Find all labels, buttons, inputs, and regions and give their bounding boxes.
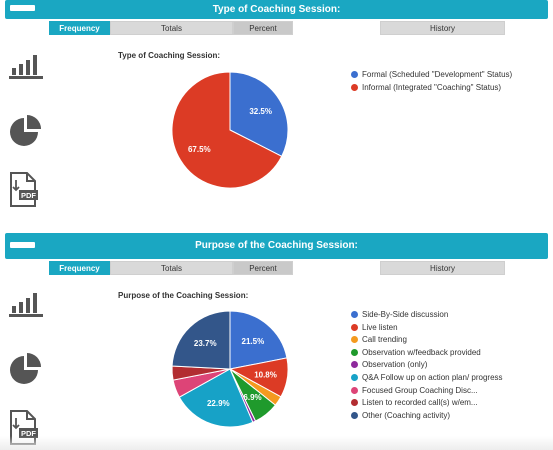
legend-label: Focused Group Coaching Disc...: [362, 385, 478, 395]
legend-item[interactable]: Focused Group Coaching Disc...: [351, 386, 551, 396]
chart-title: Type of Coaching Session:: [118, 51, 221, 60]
legend-item[interactable]: Other (Coaching activity): [351, 411, 551, 421]
tab-history[interactable]: History: [380, 261, 505, 275]
svg-text:PDF: PDF: [21, 429, 36, 438]
legend-label: Informal (Integrated "Coaching" Status): [362, 82, 502, 92]
tab-totals[interactable]: Totals: [110, 21, 233, 35]
pie-chart-icon[interactable]: [9, 113, 43, 147]
chart-legend: Side-By-Side discussion Live listen Call t…: [351, 310, 551, 423]
pie-chart: 32.5% 67.5%: [171, 71, 289, 189]
bar-chart-icon[interactable]: [9, 293, 43, 317]
pie-chart: 21.5% 10.8% 6.9% 22.9% 23.7%: [171, 310, 289, 428]
legend-swatch: [351, 323, 358, 331]
legend-label: Q&A Follow up on action plan/ progress: [362, 372, 503, 382]
tab-percent[interactable]: Percent: [233, 261, 293, 275]
legend-label: Observation w/feedback provided: [362, 347, 481, 357]
pie-slice-label: 6.9%: [243, 393, 261, 402]
legend-item[interactable]: Q&A Follow up on action plan/ progress: [351, 373, 551, 383]
pie-slice-label: 10.8%: [254, 371, 277, 380]
menu-icon[interactable]: [10, 5, 35, 11]
pie-slice-label: 32.5%: [249, 107, 272, 116]
legend-label: Observation (only): [362, 360, 428, 370]
legend-label: Formal (Scheduled "Development" Status): [362, 70, 513, 79]
legend-item[interactable]: Call trending: [351, 335, 551, 345]
legend-swatch: [351, 411, 358, 419]
pie-chart-icon[interactable]: [9, 351, 43, 385]
legend-item[interactable]: Informal (Integrated "Coaching" Status): [351, 83, 551, 93]
pdf-icon[interactable]: PDF: [9, 172, 39, 208]
legend-swatch: [351, 386, 358, 394]
chart-title: Purpose of the Coaching Session:: [118, 291, 249, 300]
legend-item[interactable]: Side-By-Side discussion: [351, 310, 551, 320]
legend-label: Live listen: [362, 322, 398, 332]
legend-swatch: [351, 373, 358, 381]
legend-swatch: [351, 336, 358, 344]
legend-swatch: [351, 311, 358, 318]
pie-slice-label: 22.9%: [207, 399, 230, 408]
tab-history[interactable]: History: [380, 21, 505, 35]
pie-slice-label: 21.5%: [242, 337, 265, 346]
pie-slice[interactable]: [171, 71, 283, 189]
tab-percent[interactable]: Percent: [233, 21, 293, 35]
svg-text:PDF: PDF: [21, 191, 36, 200]
legend-label: Side-By-Side discussion: [362, 310, 449, 319]
bar-chart-icon[interactable]: [9, 55, 43, 79]
section-header: Type of Coaching Session:: [5, 0, 548, 19]
menu-icon[interactable]: [10, 242, 35, 248]
legend-swatch: [351, 71, 358, 78]
pie-slice[interactable]: [229, 71, 289, 158]
legend-item[interactable]: Observation (only): [351, 360, 551, 370]
tabs: Frequency Totals Percent History: [49, 21, 505, 35]
section-header-title: Type of Coaching Session:: [212, 4, 341, 15]
legend-swatch: [351, 348, 358, 356]
section-header: Purpose of the Coaching Session:: [5, 233, 548, 259]
pie-slice[interactable]: [229, 310, 288, 370]
legend-label: Listen to recorded call(s) w/em...: [362, 398, 478, 408]
tabs: Frequency Totals Percent History: [49, 261, 505, 275]
bottom-fade: [0, 436, 553, 450]
legend-swatch: [351, 83, 358, 91]
pie-slice[interactable]: [178, 368, 254, 428]
legend-label: Call trending: [362, 335, 407, 345]
chart-legend: Formal (Scheduled "Development" Status) I…: [351, 70, 551, 95]
legend-item[interactable]: Formal (Scheduled "Development" Status): [351, 70, 551, 80]
pie-slice-label: 23.7%: [194, 339, 217, 348]
legend-label: Other (Coaching activity): [362, 410, 451, 420]
tab-frequency[interactable]: Frequency: [49, 21, 110, 35]
section-header-title: Purpose of the Coaching Session:: [195, 240, 358, 251]
pie-slice[interactable]: [171, 310, 231, 370]
tab-totals[interactable]: Totals: [110, 261, 233, 275]
tab-frequency[interactable]: Frequency: [49, 261, 110, 275]
legend-swatch: [351, 399, 358, 407]
legend-item[interactable]: Listen to recorded call(s) w/em...: [351, 398, 551, 408]
legend-swatch: [351, 361, 358, 369]
legend-item[interactable]: Live listen: [351, 323, 551, 333]
legend-item[interactable]: Observation w/feedback provided: [351, 348, 551, 358]
pie-slice-label: 67.5%: [188, 145, 211, 154]
